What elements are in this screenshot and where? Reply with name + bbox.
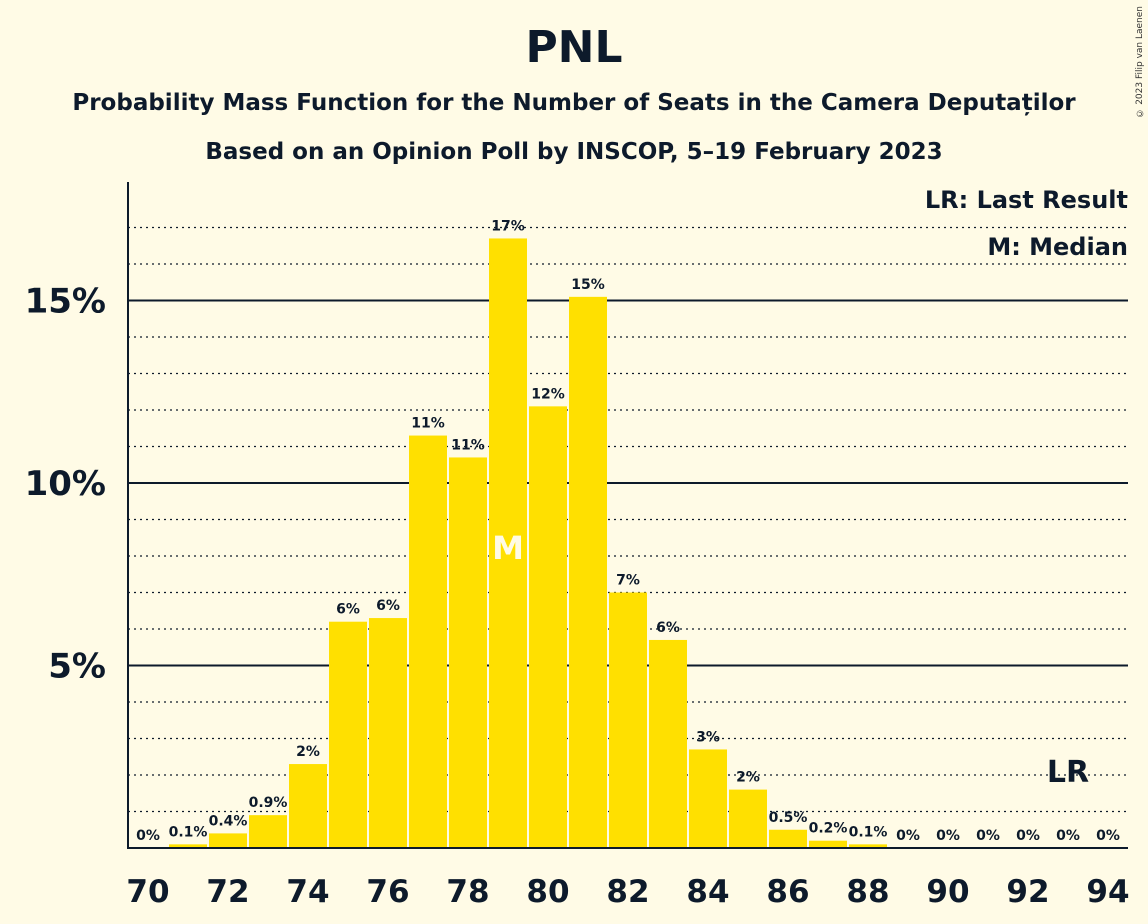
bar-label-81: 15% (571, 277, 605, 293)
x-tick-92: 92 (1006, 874, 1049, 910)
bar-label-82: 7% (616, 573, 640, 589)
bar-label-72: 0.4% (209, 813, 248, 829)
bar-88 (849, 844, 887, 848)
x-tick-94: 94 (1086, 874, 1129, 910)
x-tick-88: 88 (846, 874, 889, 910)
median-marker: M (492, 529, 524, 567)
bar-label-85: 2% (736, 770, 760, 786)
bar-label-76: 6% (376, 598, 400, 614)
bar-86 (769, 829, 807, 848)
bar-label-94: 0% (1096, 828, 1120, 844)
bar-label-84: 3% (696, 729, 720, 745)
y-tick-5: 5% (48, 647, 106, 687)
bar-label-70: 0% (136, 828, 160, 844)
bar-79 (489, 238, 527, 848)
x-tick-80: 80 (526, 874, 569, 910)
last-result-marker: LR (1047, 755, 1089, 790)
x-tick-90: 90 (926, 874, 969, 910)
bar-label-71: 0.1% (169, 824, 208, 840)
bar-label-78: 11% (451, 437, 485, 453)
bar-label-77: 11% (411, 416, 445, 432)
x-tick-76: 76 (366, 874, 409, 910)
bar-label-83: 6% (656, 620, 680, 636)
x-tick-72: 72 (206, 874, 249, 910)
bar-label-93: 0% (1056, 828, 1080, 844)
y-tick-10: 10% (25, 464, 106, 504)
bar-81 (569, 296, 607, 849)
x-tick-86: 86 (766, 874, 809, 910)
bar-83 (649, 639, 687, 848)
bar-71 (169, 844, 207, 848)
chart-subtitle: Probability Mass Function for the Number… (72, 90, 1076, 116)
x-tick-84: 84 (686, 874, 729, 910)
bar-74 (289, 764, 327, 848)
legend-last-result: LR: Last Result (924, 186, 1128, 214)
bar-label-91: 0% (976, 828, 1000, 844)
bar-label-90: 0% (936, 828, 960, 844)
bar-73 (249, 815, 287, 848)
bar-77 (409, 435, 447, 848)
x-tick-70: 70 (126, 874, 169, 910)
chart-title: PNL (525, 22, 623, 73)
bar-72 (209, 833, 247, 848)
bar-label-88: 0.1% (849, 824, 888, 840)
bar-80 (529, 406, 567, 848)
bar-84 (689, 749, 727, 848)
bar-label-79: 17% (491, 218, 525, 234)
y-tick-15: 15% (25, 282, 106, 322)
x-tick-74: 74 (286, 874, 329, 910)
x-tick-78: 78 (446, 874, 489, 910)
bar-82 (609, 592, 647, 848)
bar-label-87: 0.2% (809, 821, 848, 837)
bar-label-89: 0% (896, 828, 920, 844)
legend-median: M: Median (987, 233, 1128, 261)
bar-87 (809, 840, 847, 848)
chart-subtitle-source: Based on an Opinion Poll by INSCOP, 5–19… (205, 139, 943, 165)
bar-label-80: 12% (531, 386, 565, 402)
bar-label-86: 0.5% (769, 810, 808, 826)
bar-label-74: 2% (296, 744, 320, 760)
x-tick-82: 82 (606, 874, 649, 910)
bar-85 (729, 789, 767, 848)
bar-78 (449, 457, 487, 848)
bar-label-75: 6% (336, 602, 360, 618)
bar-label-92: 0% (1016, 828, 1040, 844)
bar-76 (369, 618, 407, 848)
bar-label-73: 0.9% (249, 795, 288, 811)
bar-75 (329, 621, 367, 848)
